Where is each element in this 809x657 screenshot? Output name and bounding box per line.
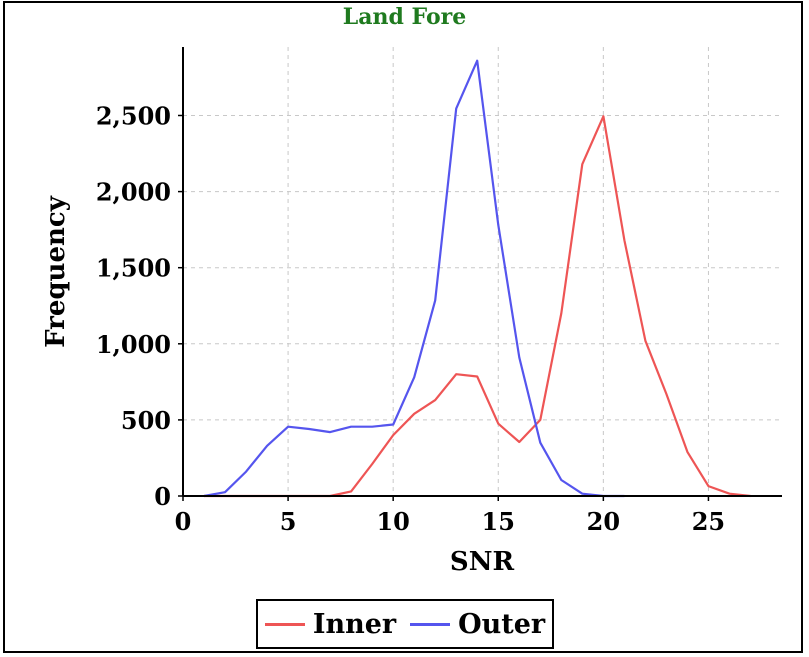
legend-label-inner: Inner [313, 609, 396, 640]
legend-swatch-inner [265, 623, 305, 626]
x-axis-label: SNR [450, 547, 515, 577]
y-tick-label: 1,000 [96, 330, 171, 359]
x-tick-label: 5 [280, 507, 297, 536]
y-tick-label: 2,500 [96, 101, 171, 130]
y-axis-label: Frequency [41, 195, 71, 348]
y-tick-label: 0 [154, 482, 171, 511]
x-tick-label: 0 [175, 507, 192, 536]
grid [183, 47, 782, 496]
y-tick-label: 1,500 [96, 254, 171, 283]
x-tick-label: 25 [692, 507, 725, 536]
legend: Inner Outer [256, 599, 554, 649]
y-tick-label: 2,000 [96, 178, 171, 207]
x-tick-label: 15 [482, 507, 515, 536]
legend-swatch-outer [410, 623, 450, 626]
series-line-inner [204, 116, 751, 496]
series-layer [204, 61, 751, 496]
y-tick-label: 500 [121, 406, 171, 435]
series-line-outer [204, 61, 624, 496]
x-tick-label: 10 [376, 507, 409, 536]
legend-item-inner: Inner [265, 609, 396, 640]
legend-item-outer: Outer [410, 609, 545, 640]
x-tick-label: 20 [587, 507, 620, 536]
tick-labels: 0 5 10 15 20 25 0 500 1,000 1,500 2,000 2,500 [96, 101, 725, 536]
legend-label-outer: Outer [458, 609, 545, 640]
